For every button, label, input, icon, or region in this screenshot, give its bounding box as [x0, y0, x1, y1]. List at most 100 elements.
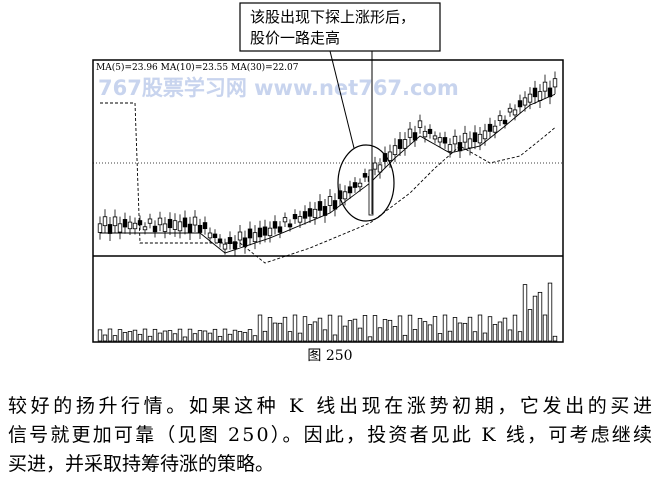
volume-bar — [427, 324, 433, 342]
volume-bar — [447, 330, 453, 342]
candle-body — [207, 232, 213, 239]
volume-bar — [502, 317, 508, 342]
volume-bar — [237, 331, 243, 342]
candle-body — [177, 221, 183, 232]
candle-body — [502, 119, 508, 125]
candle-body — [192, 216, 198, 226]
candle-body — [482, 130, 488, 140]
volume-bar — [537, 291, 543, 342]
highlight-ellipse — [337, 144, 395, 222]
volume-bar — [147, 335, 153, 342]
candle-body — [532, 87, 538, 98]
candle-body — [452, 135, 458, 145]
volume-bar — [477, 314, 483, 342]
indicator-legend: MA(5)=23.96 MA(10)=23.55 MA(30)=22.07 — [96, 62, 299, 73]
volume-bar — [127, 331, 133, 342]
candle-body — [232, 241, 238, 250]
candle-body — [507, 107, 513, 113]
volume-bar — [107, 328, 113, 342]
callout-text: 股价一路走高 — [250, 29, 340, 47]
candle-body — [152, 225, 158, 233]
volume-bar — [337, 315, 343, 342]
candle-body — [302, 211, 308, 219]
candle-body — [287, 223, 293, 228]
callout-pointer — [329, 50, 355, 149]
volume-bar — [247, 329, 253, 342]
candle-body — [102, 216, 108, 227]
moving-average — [100, 93, 556, 254]
volume-bar — [487, 316, 493, 342]
volume-bar — [457, 322, 463, 342]
volume-bar — [327, 314, 333, 342]
candle-body — [357, 182, 363, 188]
candle-body — [282, 217, 288, 223]
candle-body — [447, 144, 453, 152]
volume-bar — [272, 322, 278, 342]
volume-bar — [532, 295, 538, 342]
chart-figure: MA(5)=23.96 MA(10)=23.55 MA(30)=22.07 76… — [92, 59, 564, 343]
volume-bar — [397, 315, 403, 342]
volume-bar — [172, 333, 178, 342]
volume-bar — [257, 314, 263, 342]
volume-bar — [162, 330, 168, 342]
candle-body — [237, 231, 243, 241]
candle-body — [342, 191, 348, 200]
candle-body — [352, 182, 358, 188]
paragraph-line: 信号就更加可靠（见图 250）。因此，投资者见此 K 线，可考虑继续 — [8, 424, 652, 446]
candle-body — [242, 237, 248, 247]
volume-bar — [412, 329, 418, 342]
volume-bar — [547, 282, 553, 342]
volume-bar — [512, 314, 518, 342]
candle-body — [277, 226, 283, 233]
candle-body — [542, 81, 548, 92]
volume-bar — [277, 322, 283, 342]
volume-bar — [182, 336, 188, 342]
volume-bar — [362, 315, 368, 342]
volume-bar — [332, 334, 338, 342]
chart-frame — [92, 59, 564, 343]
candle-body — [142, 226, 148, 231]
candle-body — [127, 221, 133, 230]
candle-body — [162, 223, 168, 232]
candle-body — [407, 128, 413, 138]
volume-bar — [517, 331, 523, 342]
candle-body — [492, 125, 498, 133]
candle-body — [267, 227, 273, 237]
volume-bar — [167, 330, 173, 342]
volume-bar — [302, 316, 308, 342]
candle-body — [477, 133, 483, 144]
volume-bar — [152, 328, 158, 342]
volume-bar — [497, 321, 503, 342]
volume-bar — [402, 334, 408, 342]
candle-body — [317, 201, 323, 211]
callout-box — [239, 2, 441, 52]
candle-body — [292, 214, 298, 220]
volume-bar — [112, 335, 118, 342]
volume-bar — [417, 317, 423, 342]
figure-caption: 图 250 — [307, 348, 352, 364]
candle-body — [227, 237, 233, 244]
candle-body — [262, 226, 268, 236]
volume-bar — [462, 322, 468, 342]
volume-bar — [527, 309, 533, 342]
watermark: 767股票学习网 www.net767.com — [98, 76, 459, 100]
volume-bar — [267, 317, 273, 342]
volume-bar — [377, 327, 383, 342]
candle-body — [427, 128, 433, 134]
volume-bar — [122, 332, 128, 342]
candle-body — [537, 91, 543, 101]
candle-body — [212, 233, 218, 239]
volume-bars — [97, 282, 558, 342]
volume-bar — [132, 329, 138, 342]
volume-bar — [227, 333, 233, 342]
candle-body — [327, 196, 333, 206]
volume-bar — [342, 325, 348, 342]
volume-bar — [187, 328, 193, 342]
volume-bar — [507, 329, 513, 342]
candle-body — [527, 93, 533, 103]
volume-bar — [157, 332, 163, 342]
candle-body — [467, 138, 473, 149]
volume-bar — [432, 316, 438, 342]
candle-body — [122, 219, 128, 228]
candle-body — [372, 162, 378, 170]
